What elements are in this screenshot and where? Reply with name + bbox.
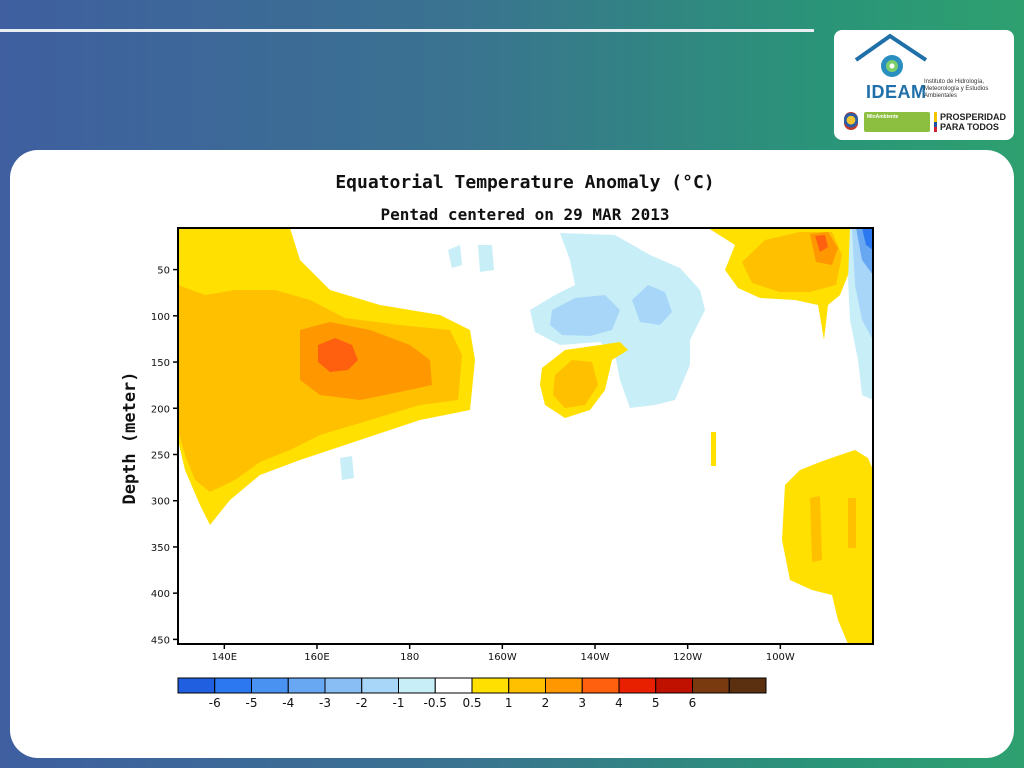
colorbar-swatch <box>177 677 216 694</box>
y-axis: 50 100 150 200 250 300 350 400 450 <box>151 266 178 646</box>
cool-contour-minus0.5-deep <box>340 456 354 480</box>
colorbar-label: 5 <box>652 696 660 710</box>
x-tick-label: 100W <box>766 652 795 663</box>
chart-subtitle: Pentad centered on 29 MAR 2013 <box>381 205 670 224</box>
warm-contour-1-east-deep-b <box>848 498 856 548</box>
y-tick-label: 200 <box>151 404 170 415</box>
colorbar-label: -1 <box>393 696 405 710</box>
ideam-logo-box: IDEAM Instituto de Hidrología, Meteorolo… <box>834 30 1014 140</box>
colorbar-swatch <box>692 677 730 694</box>
colorbar-swatch <box>728 677 767 694</box>
chart-title: Equatorial Temperature Anomaly (°C) <box>335 172 714 193</box>
slogan: PROSPERIDAD PARA TODOS <box>940 112 1006 132</box>
cool-contour-minus1-central <box>550 295 620 336</box>
colorbar-swatch <box>471 677 510 694</box>
colorbar-swatch <box>434 677 473 694</box>
institute-name: Instituto de Hidrología, Meteorología y … <box>924 79 989 99</box>
ideam-brand-text: IDEAM <box>866 82 927 102</box>
cool-contour-minus0.5-small <box>448 245 462 268</box>
x-tick-label: 180 <box>400 652 419 663</box>
flag-stripe-icon <box>934 112 937 132</box>
colorbar-label: 6 <box>689 696 697 710</box>
colorbar-label: -5 <box>246 696 258 710</box>
y-tick-label: 300 <box>151 497 170 508</box>
warm-contour-3-east <box>815 235 828 252</box>
colorbar-label: 3 <box>578 696 586 710</box>
x-tick-label: 160E <box>304 652 329 663</box>
slogan-line-2: PARA TODOS <box>940 122 999 132</box>
colorbar-swatch <box>581 677 620 694</box>
colorbar-label: -2 <box>356 696 368 710</box>
colorbar-swatch <box>398 677 436 694</box>
y-tick-label: 250 <box>151 450 170 461</box>
x-tick-label: 140W <box>581 652 610 663</box>
colorbar-label: 0.5 <box>462 696 481 710</box>
cool-contour-minus1-central-2 <box>632 285 672 325</box>
x-tick-label: 160W <box>488 652 517 663</box>
colorbar-label: 4 <box>615 696 623 710</box>
colorbar-label: 1 <box>505 696 513 710</box>
y-tick-label: 150 <box>151 358 170 369</box>
colorbar-label: -6 <box>209 696 221 710</box>
warm-contour-1-central <box>553 360 598 408</box>
warm-contour-0.5-west-top <box>215 232 265 285</box>
ministry-badge: MinAmbiente <box>864 112 930 132</box>
slogan-line-1: PROSPERIDAD <box>940 112 1007 122</box>
cool-contour-minus3-east <box>862 228 873 250</box>
warm-contour-3-west <box>318 338 358 372</box>
colorbar-label: -0.5 <box>424 696 447 710</box>
y-tick-label: 350 <box>151 543 170 554</box>
y-tick-label: 450 <box>151 635 170 646</box>
y-tick-label: 50 <box>157 266 170 277</box>
header-divider-line <box>0 29 814 32</box>
warm-contour-1-east-deep-a <box>810 496 822 562</box>
colombia-seal-icon <box>844 112 858 130</box>
colorbar-swatch <box>655 677 693 694</box>
y-tick-label: 400 <box>151 589 170 600</box>
x-tick-label: 120W <box>673 652 702 663</box>
colorbar-swatch <box>618 677 657 694</box>
colorbar: -6 -5 -4 -3 -2 -1 -0.5 0.5 1 2 3 4 5 6 <box>177 677 767 710</box>
y-axis-label: Depth (meter) <box>120 371 140 504</box>
cool-contour-minus0.5-small-2 <box>478 245 494 272</box>
warm-contour-0.5-thin <box>711 432 716 466</box>
x-axis: 140E 160E 180 160W 140W 120W 100W <box>212 644 795 663</box>
colorbar-swatch <box>251 677 289 694</box>
ideam-logo-icon <box>854 33 928 77</box>
colorbar-swatch <box>508 677 546 694</box>
colorbar-swatch <box>361 677 399 694</box>
cool-contour-minus0.5-central <box>530 233 705 408</box>
colorbar-swatch <box>324 677 363 694</box>
colorbar-label: 2 <box>542 696 550 710</box>
colorbar-label: -4 <box>282 696 294 710</box>
y-tick-label: 100 <box>151 312 170 323</box>
colorbar-swatch <box>545 677 583 694</box>
colorbar-swatch <box>214 677 252 694</box>
plot-frame <box>177 227 874 645</box>
anomaly-field <box>178 228 873 644</box>
x-tick-label: 140E <box>212 652 237 663</box>
colorbar-swatch <box>287 677 326 694</box>
colorbar-label: -3 <box>319 696 331 710</box>
